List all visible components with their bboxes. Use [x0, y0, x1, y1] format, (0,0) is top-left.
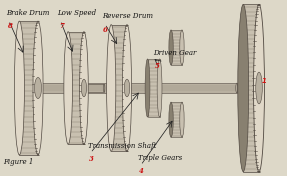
Ellipse shape	[107, 25, 116, 151]
Text: 1: 1	[262, 78, 267, 84]
Text: Low Speed: Low Speed	[57, 9, 96, 17]
Text: Brake Drum: Brake Drum	[6, 9, 49, 17]
Text: Transmission Shaft: Transmission Shaft	[88, 142, 156, 150]
Polygon shape	[243, 4, 259, 172]
Ellipse shape	[169, 30, 173, 65]
Ellipse shape	[124, 79, 130, 97]
Ellipse shape	[34, 77, 42, 99]
Ellipse shape	[82, 79, 87, 97]
Ellipse shape	[180, 30, 184, 65]
Ellipse shape	[103, 84, 105, 92]
Ellipse shape	[256, 72, 262, 104]
Ellipse shape	[80, 32, 88, 144]
Text: Triple Gears: Triple Gears	[138, 154, 182, 162]
Polygon shape	[171, 30, 182, 65]
Text: 7: 7	[59, 22, 64, 30]
Text: 6: 6	[103, 26, 108, 33]
Ellipse shape	[145, 59, 150, 117]
Ellipse shape	[157, 59, 162, 117]
Text: Driven Gear: Driven Gear	[154, 49, 197, 57]
Polygon shape	[68, 32, 84, 144]
Ellipse shape	[22, 83, 24, 93]
Ellipse shape	[236, 83, 238, 93]
Ellipse shape	[64, 32, 72, 144]
Ellipse shape	[14, 21, 24, 155]
Polygon shape	[20, 21, 38, 155]
Ellipse shape	[238, 4, 249, 172]
Ellipse shape	[254, 4, 264, 172]
Polygon shape	[148, 59, 160, 117]
Text: Figure 1: Figure 1	[3, 158, 33, 166]
Text: 8: 8	[7, 22, 12, 30]
Polygon shape	[111, 25, 127, 151]
Text: 5: 5	[155, 62, 160, 70]
Ellipse shape	[180, 102, 184, 137]
Text: Reverse Drum: Reverse Drum	[102, 12, 153, 20]
Ellipse shape	[83, 84, 85, 92]
Ellipse shape	[169, 102, 173, 137]
Ellipse shape	[122, 25, 132, 151]
Text: 3: 3	[89, 155, 94, 163]
Polygon shape	[171, 102, 182, 137]
Polygon shape	[23, 83, 237, 93]
Text: 4: 4	[139, 167, 144, 175]
Ellipse shape	[33, 21, 43, 155]
Polygon shape	[84, 84, 104, 92]
